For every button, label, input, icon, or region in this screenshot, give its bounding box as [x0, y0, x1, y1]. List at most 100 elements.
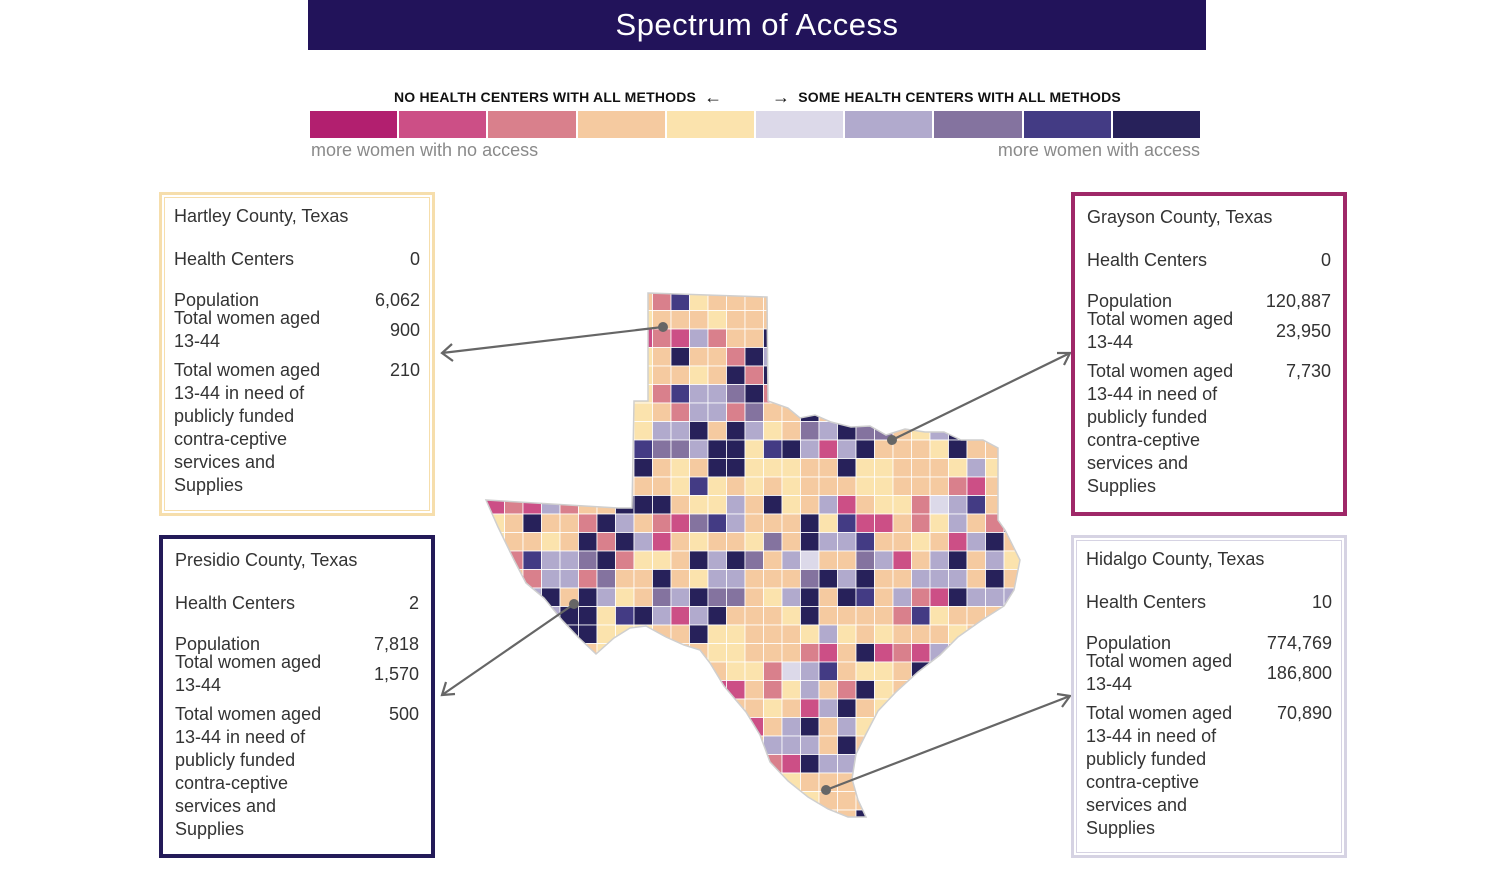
county-tile — [541, 791, 561, 811]
county-tile — [744, 587, 764, 607]
county-tile — [985, 809, 1005, 817]
county-tile — [929, 439, 949, 459]
county-tile — [874, 606, 894, 626]
county-tile — [578, 310, 598, 330]
county-tile — [929, 791, 949, 811]
county-tile — [763, 587, 783, 607]
county-tile — [837, 365, 857, 385]
county-tile — [781, 587, 801, 607]
county-tile — [596, 550, 616, 570]
county-tile — [985, 310, 1005, 330]
county-tile — [596, 698, 616, 718]
county-tile — [966, 735, 986, 755]
county-tile — [763, 698, 783, 718]
county-tile — [652, 495, 672, 515]
county-tile — [800, 439, 820, 459]
county-tile — [855, 532, 875, 552]
women-label: Total women aged 13-44 — [1086, 651, 1233, 694]
county-tile — [1003, 421, 1020, 441]
county-tile — [911, 550, 931, 570]
county-tile — [744, 624, 764, 644]
county-tile — [559, 458, 579, 478]
county-tile — [744, 532, 764, 552]
county-tile — [874, 476, 894, 496]
county-tile — [855, 661, 875, 681]
county-tile — [911, 569, 931, 589]
county-tile — [966, 476, 986, 496]
county-tile — [652, 347, 672, 367]
county-tile — [929, 587, 949, 607]
county-tile — [615, 293, 635, 311]
county-tile — [726, 569, 746, 589]
county-tile — [818, 587, 838, 607]
legend-swatch-9 — [1023, 111, 1111, 138]
county-tile — [726, 495, 746, 515]
county-tile — [522, 809, 542, 817]
county-tile — [985, 421, 1005, 441]
county-tile — [855, 550, 875, 570]
county-tile — [670, 587, 690, 607]
county-tile — [892, 310, 912, 330]
county-tile — [522, 328, 542, 348]
county-tile — [578, 513, 598, 533]
county-tile — [522, 365, 542, 385]
county-tile — [559, 310, 579, 330]
county-tile — [892, 698, 912, 718]
county-tile — [837, 458, 857, 478]
county-tile — [855, 624, 875, 644]
county-tile — [726, 439, 746, 459]
county-tile — [726, 661, 746, 681]
county-tile — [615, 680, 635, 700]
county-tile — [541, 735, 561, 755]
county-tile — [837, 550, 857, 570]
county-tile — [855, 717, 875, 737]
county-tile — [892, 809, 912, 817]
legend-access-note: more women with access — [997, 140, 1200, 160]
county-tile — [541, 384, 561, 404]
county-tile — [707, 402, 727, 422]
county-tile — [948, 754, 968, 774]
county-tile — [800, 698, 820, 718]
county-tile — [726, 772, 746, 792]
county-tile — [911, 587, 931, 607]
county-tile — [892, 643, 912, 663]
county-tile — [689, 532, 709, 552]
county-tile — [985, 458, 1005, 478]
county-tile — [744, 476, 764, 496]
county-tile — [596, 606, 616, 626]
county-tile — [837, 513, 857, 533]
county-tile — [707, 513, 727, 533]
hidalgo-marker — [821, 785, 831, 795]
county-tile — [892, 772, 912, 792]
county-tile — [522, 402, 542, 422]
county-tile — [541, 661, 561, 681]
county-tile — [689, 402, 709, 422]
county-tile — [1003, 310, 1020, 330]
county-tile — [578, 495, 598, 515]
county-tile — [596, 476, 616, 496]
county-tile — [948, 791, 968, 811]
county-tile — [615, 717, 635, 737]
county-tile — [985, 476, 1005, 496]
legend-swatch-10 — [1112, 111, 1201, 138]
need-value: 7,730 — [1285, 361, 1331, 381]
county-tile — [541, 532, 561, 552]
county-tile — [1003, 513, 1020, 533]
county-tile — [652, 809, 672, 817]
county-tile — [486, 717, 505, 737]
county-tile — [1003, 476, 1020, 496]
county-tile — [486, 550, 505, 570]
health-centers-label: Health Centers — [175, 593, 296, 613]
county-tile — [652, 532, 672, 552]
county-tile — [874, 328, 894, 348]
county-tile — [652, 365, 672, 385]
women-label: Total women aged 13-44 — [174, 308, 321, 351]
county-tile — [504, 495, 524, 515]
county-tile — [578, 754, 598, 774]
county-tile — [929, 754, 949, 774]
county-tile — [948, 624, 968, 644]
county-tile — [744, 310, 764, 330]
county-tile — [800, 680, 820, 700]
county-tile — [744, 384, 764, 404]
county-tile — [744, 661, 764, 681]
